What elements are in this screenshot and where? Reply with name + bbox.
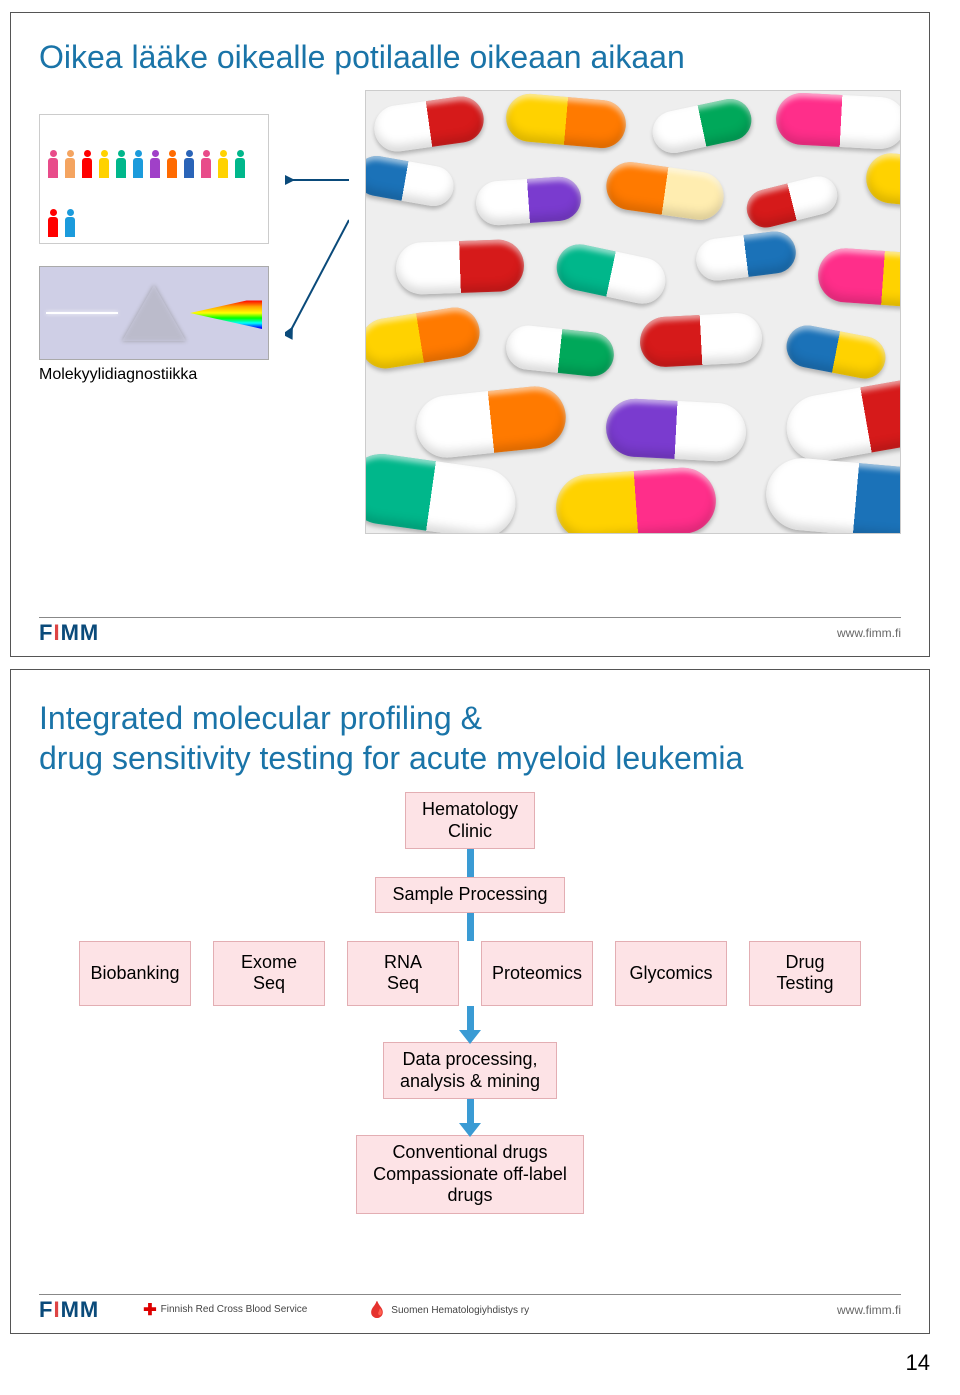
person-icon-4 [114,150,128,178]
pill-21 [554,465,718,534]
prism-beam-in [46,312,118,314]
pill-12 [816,247,901,310]
person-icon-8 [182,150,196,178]
slide-1: Oikea lääke oikealle potilaalle oikeaan … [10,12,930,657]
person-icon-2 [80,150,94,178]
person-icon-10 [216,150,230,178]
partner-1: Finnish Red Cross Blood Service [161,1305,308,1315]
connector-1 [467,849,474,877]
pill-6 [603,159,727,223]
pill-8 [864,151,901,213]
slide2-title: Integrated molecular profiling & drug se… [39,698,901,778]
person-icon-6 [148,150,162,178]
person-icon-1 [63,150,77,178]
person-icon-5 [131,150,145,178]
slide-2: Integrated molecular profiling & drug se… [10,669,930,1334]
person-icon-12 [46,209,60,237]
slide2-footer: FIMM ✚ Finnish Red Cross Blood Service 🩸 S… [39,1294,901,1323]
node-row-1: ExomeSeq [213,941,325,1006]
pill-4 [365,153,457,209]
pill-17 [413,383,569,460]
partner-2: Suomen Hematologiyhdistys ry [391,1305,529,1316]
node-drugs: Conventional drugsCompassionate off-labe… [356,1135,584,1214]
person-icon-3 [97,150,111,178]
pill-1 [504,92,628,150]
prism-graphic-wrap: Molekyylidiagnostiikka [39,266,269,384]
prism-graphic [39,266,269,360]
pill-5 [475,175,583,226]
people-graphic [39,114,269,244]
pill-22 [763,455,901,534]
pill-13 [365,304,483,372]
connector-2 [467,913,474,941]
people-icons [46,121,262,237]
pill-19 [781,374,901,467]
pills-graphic [365,90,901,534]
prism-icon [122,285,186,341]
slide1-left-column: Molekyylidiagnostiikka [39,90,269,384]
node-row-0: Biobanking [79,941,191,1006]
person-icon-11 [233,150,247,178]
node-row-3: Proteomics [481,941,593,1006]
pill-10 [552,240,669,308]
slide1-footer: FIMM www.fimm.fi [39,617,901,646]
slide2-title-line1: Integrated molecular profiling & [39,700,482,736]
arrows-left [285,90,349,400]
node-row-5: DrugTesting [749,941,861,1006]
slide1-title: Oikea lääke oikealle potilaalle oikeaan … [39,39,901,76]
flowchart: HematologyClinic Sample Processing Bioba… [39,792,901,1214]
pill-9 [395,239,525,295]
fimm-logo: FIMM [39,620,99,646]
prism-spectrum [190,292,262,334]
prism-caption: Molekyylidiagnostiikka [39,366,269,384]
pill-7 [743,172,841,231]
fimm-logo: FIMM [39,1297,99,1323]
node-data-processing: Data processing,analysis & mining [383,1042,557,1099]
pill-0 [371,94,486,155]
arrow-4 [467,1099,474,1135]
node-row-2: RNASeq [347,941,459,1006]
people-graphic-wrap [39,114,269,244]
page-number: 14 [10,1346,950,1386]
arrow-3 [467,1006,474,1042]
person-icon-7 [165,150,179,178]
slide1-figure-area: Molekyylidiagnostiikka [39,90,901,534]
node-sample-processing: Sample Processing [375,877,564,913]
pill-18 [605,397,748,462]
pill-14 [504,323,616,378]
person-icon-0 [46,150,60,178]
slide2-title-line2: drug sensitivity testing for acute myelo… [39,740,743,776]
node-row-4: Glycomics [615,941,727,1006]
node-hematology: HematologyClinic [405,792,535,849]
pill-11 [694,229,798,283]
six-nodes-row: Biobanking ExomeSeq RNASeq Proteomics Glycom… [39,941,901,1006]
red-cross-icon: ✚ [143,1300,156,1320]
pill-15 [639,312,763,368]
pill-20 [365,450,520,534]
person-icon-13 [63,209,77,237]
pill-16 [783,322,889,382]
pill-2 [649,95,756,157]
person-icon-9 [199,150,213,178]
partner-logos: ✚ Finnish Red Cross Blood Service 🩸 Suomen… [143,1300,529,1320]
blood-drop-icon: 🩸 [367,1300,387,1320]
footer-url: www.fimm.fi [837,626,901,640]
footer-url: www.fimm.fi [837,1303,901,1317]
pill-3 [775,92,901,151]
